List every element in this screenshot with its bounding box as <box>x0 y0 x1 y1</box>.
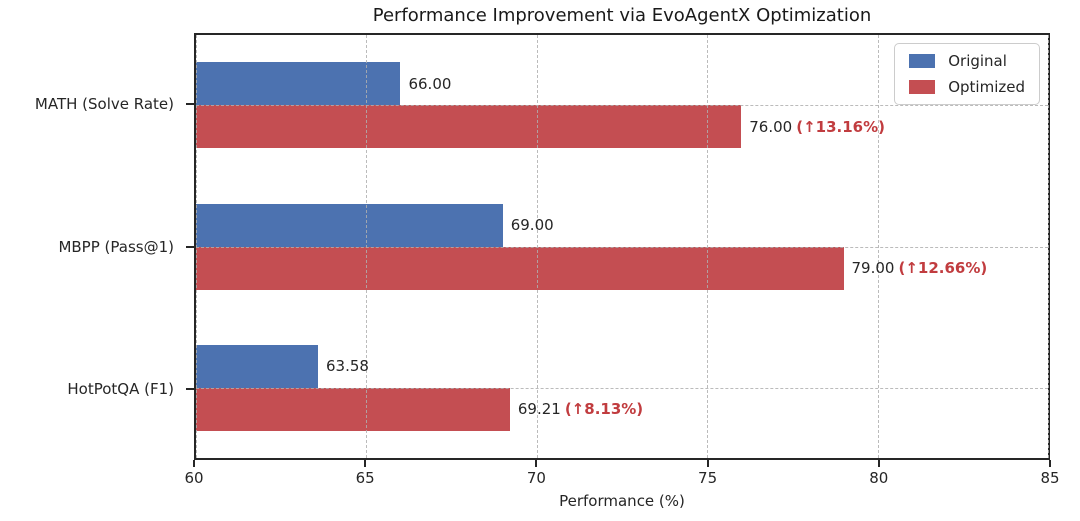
x-tick-label: 65 <box>355 469 375 487</box>
x-tick-mark <box>706 460 709 467</box>
legend-label: Optimized <box>948 78 1025 96</box>
y-tick-mark <box>186 387 194 390</box>
bar-value-label: 76.00 (↑13.16%) <box>749 118 885 136</box>
improvement-annotation: (↑12.66%) <box>898 259 988 277</box>
x-tick-mark <box>193 460 195 467</box>
bar-value: 69.00 <box>510 216 554 234</box>
gridline-horizontal <box>196 246 1048 248</box>
category-label: MBPP (Pass@1) <box>58 237 174 256</box>
bar-optimized <box>196 246 844 290</box>
bar-original <box>196 62 401 106</box>
legend-swatch <box>909 54 936 68</box>
bar-original <box>196 344 318 388</box>
x-tick-label: 75 <box>698 469 718 487</box>
category-label: HotPotQA (F1) <box>67 379 174 398</box>
category-label: MATH (Solve Rate) <box>34 95 174 114</box>
legend-swatch <box>909 80 936 94</box>
y-axis-labels: MATH (Solve Rate) MBPP (Pass@1) HotPotQA (… <box>0 33 186 460</box>
x-axis-title: Performance (%) <box>559 492 685 510</box>
plot-area: Original Optimized 66.00 76.00 (↑13.16%) 69.… <box>194 33 1050 460</box>
legend: Original Optimized <box>894 43 1040 105</box>
x-tick-mark <box>877 460 880 467</box>
chart-title: Performance Improvement via EvoAgentX Op… <box>372 5 872 26</box>
bar-optimized <box>196 387 510 431</box>
y-tick-mark <box>186 103 194 106</box>
x-tick-mark <box>535 460 538 467</box>
improvement-annotation: (↑8.13%) <box>564 400 644 418</box>
legend-item: Optimized <box>909 78 1025 96</box>
improvement-annotation: (↑13.16%) <box>796 117 885 136</box>
bar-value: 76.00 <box>749 117 793 136</box>
bar-value-label: 79.00 (↑12.66%) <box>852 259 988 277</box>
y-axis-tick-marks <box>186 33 194 460</box>
bar-value: 63.58 <box>326 357 369 375</box>
bar-value-label: 69.21 (↑8.13%) <box>518 400 643 418</box>
bar-value-label: 63.58 <box>326 357 369 375</box>
gridline-horizontal <box>196 387 1048 389</box>
bar-original <box>196 203 503 247</box>
bar-value: 66.00 <box>408 74 452 93</box>
x-tick-label: 80 <box>869 469 889 487</box>
bar-value-label: 66.00 <box>408 75 451 93</box>
x-tick-mark <box>364 460 367 467</box>
bar-value: 79.00 <box>851 259 895 277</box>
bar-value-label: 69.00 <box>511 216 554 234</box>
legend-item: Original <box>909 52 1025 70</box>
bar-value: 69.21 <box>517 400 561 418</box>
gridline-horizontal <box>196 105 1048 107</box>
x-tick-label: 85 <box>1040 469 1060 487</box>
x-axis-ticks: 60 65 70 75 80 85 <box>184 460 1060 488</box>
legend-label: Original <box>948 52 1007 70</box>
x-tick-mark <box>1049 460 1051 467</box>
bar-optimized <box>196 105 742 149</box>
y-tick-mark <box>186 245 194 248</box>
gridline-vertical <box>1048 35 1049 458</box>
x-tick-label: 60 <box>184 469 204 487</box>
x-tick-label: 70 <box>526 469 546 487</box>
